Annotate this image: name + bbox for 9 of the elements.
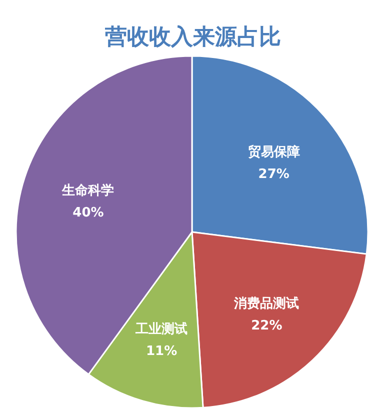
data-label: 27% <box>258 166 290 182</box>
chart-title: 营收收入来源占比 <box>104 25 281 50</box>
slice-label: 消费品测试 <box>233 296 300 312</box>
data-label: 40% <box>72 205 104 220</box>
data-label: 22% <box>251 318 282 334</box>
slice-label: 生命科学 <box>61 183 114 198</box>
data-label: 11% <box>146 344 178 359</box>
slice-label: 工业测试 <box>134 320 188 337</box>
slice-label: 贸易保障 <box>248 144 300 160</box>
